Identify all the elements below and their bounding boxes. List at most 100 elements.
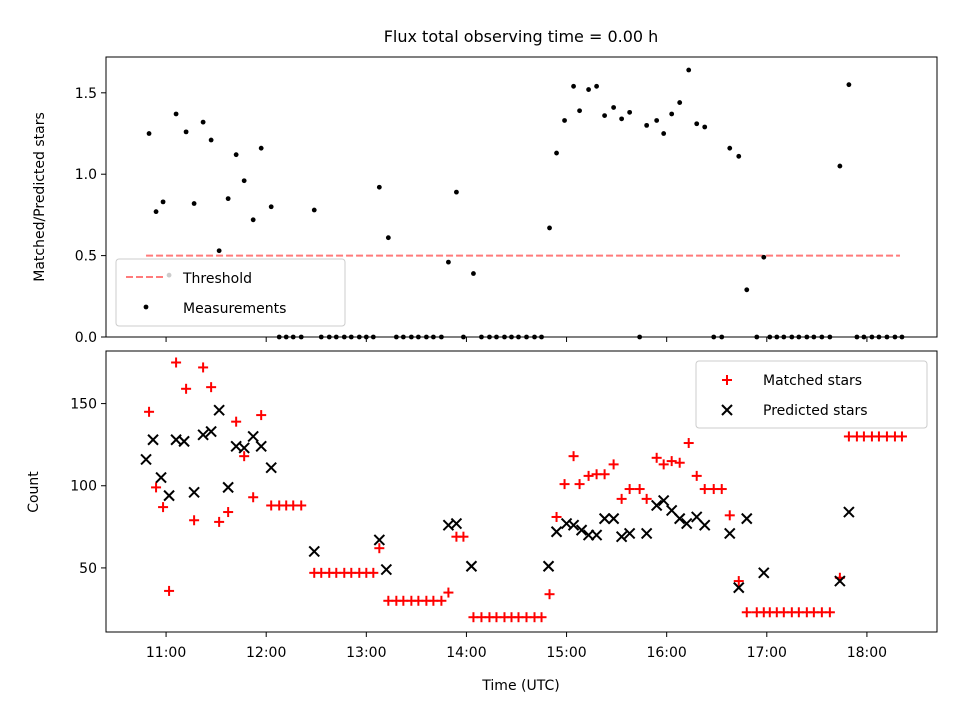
x-tick-label: 17:00 [747,645,787,661]
predicted-stars-point [450,517,463,530]
matched-stars-point [724,510,735,521]
matched-stars-point [559,479,570,490]
cross-icon [721,404,733,416]
matched-stars-point [599,469,610,480]
matched-stars-point [436,595,447,606]
matched-stars-point [568,451,579,462]
matched-stars-point [544,589,555,600]
measurement-point [744,287,750,293]
x-tick-label: 15:00 [546,645,586,661]
measurement-point [644,122,650,128]
matched-stars-point [206,382,217,393]
matched-stars-point [296,500,307,511]
measurement-point [233,152,239,158]
measurement-point [160,199,166,205]
count-plot-frame [105,350,938,633]
ratio-y-tick-label: 1.5 [75,86,97,102]
predicted-stars-point [590,529,603,541]
measurement-point [250,217,256,223]
matched-stars-point [374,543,385,554]
measurement-point [376,184,382,190]
predicted-stars-point [140,453,152,466]
predicted-stars-point [598,512,611,525]
predicted-stars-point [147,434,159,446]
ratio-x-ticks [165,337,868,342]
matched-stars-point [223,507,234,518]
measurement-point [268,204,274,210]
plus-icon [722,375,732,385]
matched-stars-point [536,612,547,623]
matched-stars-point [691,470,702,481]
measurement-point [446,259,451,265]
matched-stars-point [666,456,677,467]
measurement-point [562,118,567,123]
measurements-legend-marker [143,304,149,310]
measurements-legend-label: Measurements [183,301,286,317]
matched-stars-point [583,470,594,481]
threshold-legend-label: Threshold [182,271,252,287]
matched-stars-point [651,452,662,463]
predicted-stars-point [657,494,670,507]
predicted-stars-point [724,527,736,540]
measurement-point [311,207,317,213]
predicted-stars-point [680,517,693,530]
measurement-point [846,82,852,88]
measurement-point [554,150,559,156]
ratio-panel: 0.0 0.5 1.0 1.5 Matched/Predicted stars Thr… [32,56,938,346]
measurement-point [146,131,152,136]
measurement-point [173,111,179,117]
matched-stars-point [443,587,454,598]
measurement-point [183,129,189,135]
measurement-point [837,163,843,169]
ratio-y-tick-label: 1.0 [75,167,97,183]
matched-stars-point [896,431,907,442]
predicted-stars-point [308,545,320,558]
measurement-point [761,254,767,260]
matched-legend-label: Matched stars [763,373,862,389]
measurement-point [602,113,607,119]
matched-stars-point [248,492,259,503]
matched-stars-point [231,416,242,427]
matched-stars-point [733,576,744,587]
matched-stars-point [144,406,155,417]
matched-stars-point [616,493,627,504]
predicted-stars-point [843,506,855,518]
matched-stars-point [634,484,645,495]
matched-stars-point [171,357,182,368]
predicted-stars-point [575,524,588,536]
predicted-stars-point [550,526,563,538]
matched-stars-point [716,484,727,495]
ratio-plot-frame [105,56,938,338]
measurement-point [694,121,700,127]
measurement-point [471,271,476,276]
predicted-stars-point [834,575,846,587]
predicted-stars-point [615,530,628,543]
measurement-point [702,124,708,130]
count-y-tick-label: 50 [79,561,97,577]
matched-stars-point [256,410,267,421]
predicted-legend-marker [721,404,733,416]
measurement-point [627,109,633,115]
matched-stars-point [368,567,379,578]
predicted-stars-point [673,512,686,525]
measurement-point [258,145,264,151]
matched-stars-point [164,585,175,596]
predicted-stars-point [380,563,393,576]
measurement-point [208,137,214,143]
x-tick-label: 16:00 [646,645,686,661]
count-legend: Matched stars Predicted stars [695,360,928,429]
predicted-stars-point [247,430,259,443]
predicted-stars-point [255,440,267,453]
count-x-axis: 11:00 12:00 13:00 14:00 15:00 16:00 17:00 18:00 [146,632,887,661]
count-y-axis: 50 100 150 [70,397,106,577]
matched-stars-point [214,516,225,527]
matched-stars-point [198,362,209,373]
ratio-y-axis-label: Matched/Predicted stars [32,112,48,282]
predicted-stars-point [758,567,770,579]
measurement-point [385,235,391,241]
matched-stars-point [151,482,162,493]
measurement-point [216,248,222,254]
measurement-point [727,145,733,151]
matched-stars-point [641,493,652,504]
predicted-stars-point [465,560,478,572]
